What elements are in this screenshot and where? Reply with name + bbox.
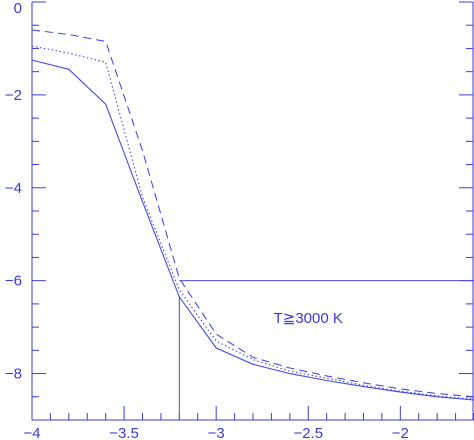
x-tick-label: −2 bbox=[392, 425, 409, 440]
annotation-label: T≧3000 K bbox=[274, 310, 343, 327]
axis-ticks bbox=[31, 1, 474, 420]
x-tick-label: −2.5 bbox=[293, 425, 323, 440]
threshold-lines bbox=[178, 280, 474, 420]
y-tick-label: −6 bbox=[5, 273, 22, 290]
y-tick-label: −2 bbox=[5, 87, 22, 104]
x-tick-label: −3 bbox=[208, 425, 225, 440]
y-tick-label: −8 bbox=[5, 366, 22, 383]
tick-labels: −4 −3.5 −3 −2.5 −2 0 −2 −4 −6 −8 bbox=[5, 0, 409, 440]
series-line-dashed bbox=[31, 29, 474, 398]
y-tick-label: −4 bbox=[5, 180, 22, 197]
series-line-solid bbox=[31, 59, 474, 401]
y-tick-label: 0 bbox=[14, 0, 22, 17]
x-tick-label: −4 bbox=[23, 425, 40, 440]
x-tick-label: −3.5 bbox=[109, 425, 139, 440]
series-group bbox=[31, 29, 474, 401]
series-line-dotted bbox=[31, 45, 474, 400]
